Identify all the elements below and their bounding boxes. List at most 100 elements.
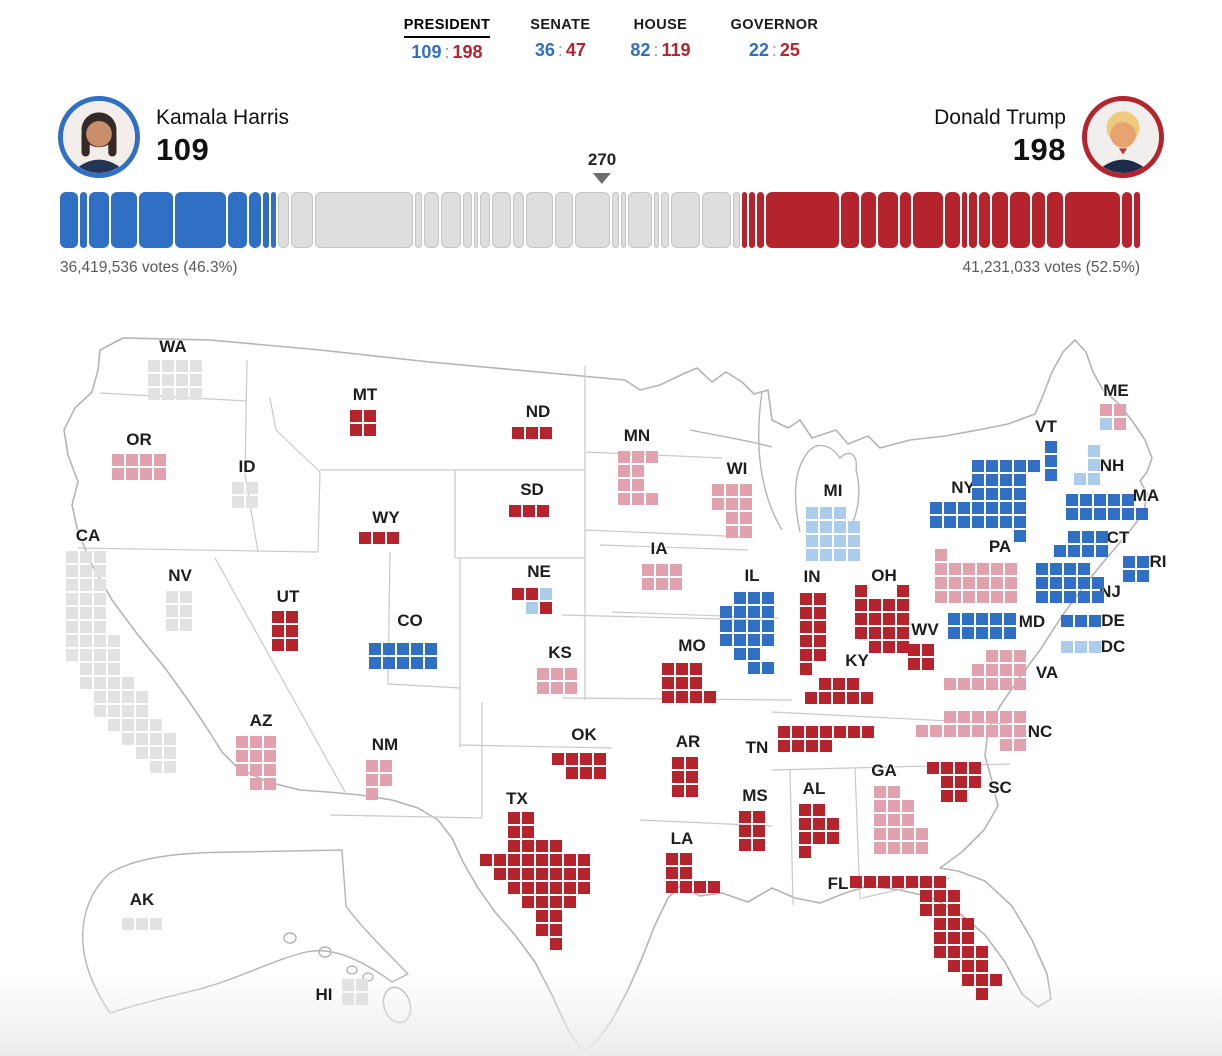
ev-square-OH: [897, 627, 909, 639]
ev-square-FL: [920, 890, 932, 902]
ev-square-CA: [80, 593, 92, 605]
tab-house[interactable]: HOUSE 82:119: [630, 16, 690, 63]
ev-square-OR: [112, 454, 124, 466]
tab-score: 109:198: [404, 42, 491, 63]
tab-senate[interactable]: SENATE 36:47: [530, 16, 590, 63]
ev-square-NE: [526, 602, 538, 614]
state-label-VA: VA: [1035, 663, 1059, 682]
ev-square-NC: [958, 711, 970, 723]
ev-square-NY: [1000, 516, 1012, 528]
ev-square-NY: [1014, 516, 1026, 528]
ev-square-NJ: [1064, 591, 1076, 603]
ev-square-GA: [916, 842, 928, 854]
bar-segment-none: [525, 192, 553, 248]
ev-square-TN: [778, 726, 790, 738]
ev-square-HI: [356, 993, 368, 1005]
ev-square-CA: [80, 621, 92, 633]
ev-square-CA: [108, 705, 120, 717]
ev-square-MI: [848, 549, 860, 561]
ev-square-NY: [972, 502, 984, 514]
ev-square-PA: [935, 591, 947, 603]
ev-square-MI: [806, 549, 818, 561]
ev-square-FL: [948, 932, 960, 944]
state-label-WI: WI: [726, 459, 748, 478]
tab-president[interactable]: PRESIDENT 109:198: [403, 16, 491, 63]
state-label-KS: KS: [548, 643, 572, 662]
ev-square-LA: [680, 853, 692, 865]
bar-segment-none: [628, 192, 652, 248]
ev-square-CT: [1082, 531, 1094, 543]
ev-square-NC: [1000, 725, 1012, 737]
bar-segment-gop: [945, 192, 960, 248]
ev-square-PA: [963, 577, 975, 589]
ev-square-NY: [986, 460, 998, 472]
ev-square-NY: [1014, 502, 1026, 514]
ev-square-VA: [1000, 650, 1012, 662]
ev-square-OR: [154, 468, 166, 480]
ev-square-TX: [564, 868, 576, 880]
tab-score-gop: 25: [779, 40, 800, 60]
ev-square-CA: [150, 733, 162, 745]
ev-square-VA: [986, 650, 998, 662]
trump-portrait-art: [1087, 101, 1159, 173]
ev-square-WA: [176, 388, 188, 400]
state-label-AL: AL: [802, 779, 826, 798]
ev-square-CA: [164, 747, 176, 759]
ev-square-AK: [150, 918, 162, 930]
ev-square-MD: [962, 613, 974, 625]
tab-governor[interactable]: GOVERNOR 22:25: [731, 16, 819, 63]
